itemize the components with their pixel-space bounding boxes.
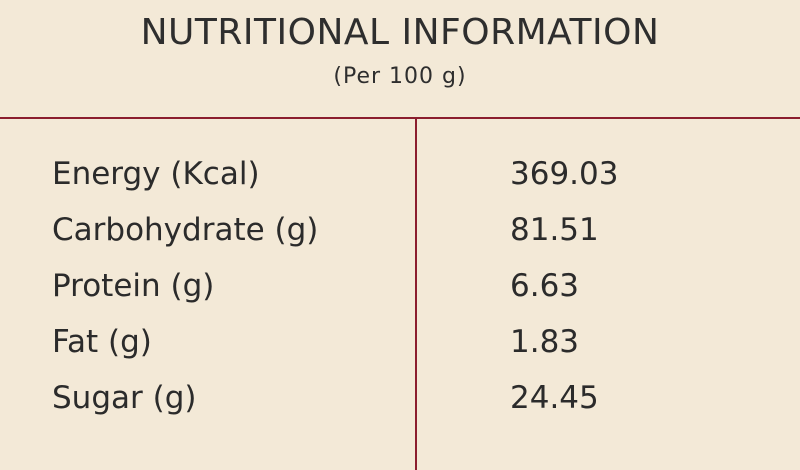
table-row: Carbohydrate (g) 81.51 — [0, 208, 800, 264]
nutrient-label: Protein (g) — [52, 268, 215, 304]
nutrition-table: Energy (Kcal) 369.03 Carbohydrate (g) 81… — [0, 152, 800, 432]
nutrition-header: NUTRITIONAL INFORMATION (Per 100 g) — [0, 0, 800, 118]
table-row: Protein (g) 6.63 — [0, 264, 800, 320]
horizontal-divider — [0, 117, 800, 119]
table-row: Fat (g) 1.83 — [0, 320, 800, 376]
table-row: Sugar (g) 24.45 — [0, 376, 800, 432]
nutrient-label: Energy (Kcal) — [52, 156, 260, 192]
nutrient-label: Sugar (g) — [52, 380, 197, 416]
nutrient-label: Fat (g) — [52, 324, 152, 360]
nutrient-value: 81.51 — [510, 212, 599, 248]
nutrient-value: 1.83 — [510, 324, 580, 360]
nutrient-value: 369.03 — [510, 156, 619, 192]
page-title: NUTRITIONAL INFORMATION — [140, 12, 660, 53]
table-row: Energy (Kcal) 369.03 — [0, 152, 800, 208]
vertical-divider — [415, 118, 417, 470]
nutrient-value: 24.45 — [510, 380, 599, 416]
nutrient-value: 6.63 — [510, 268, 580, 304]
page-subtitle: (Per 100 g) — [333, 64, 467, 89]
nutrient-label: Carbohydrate (g) — [52, 212, 319, 248]
